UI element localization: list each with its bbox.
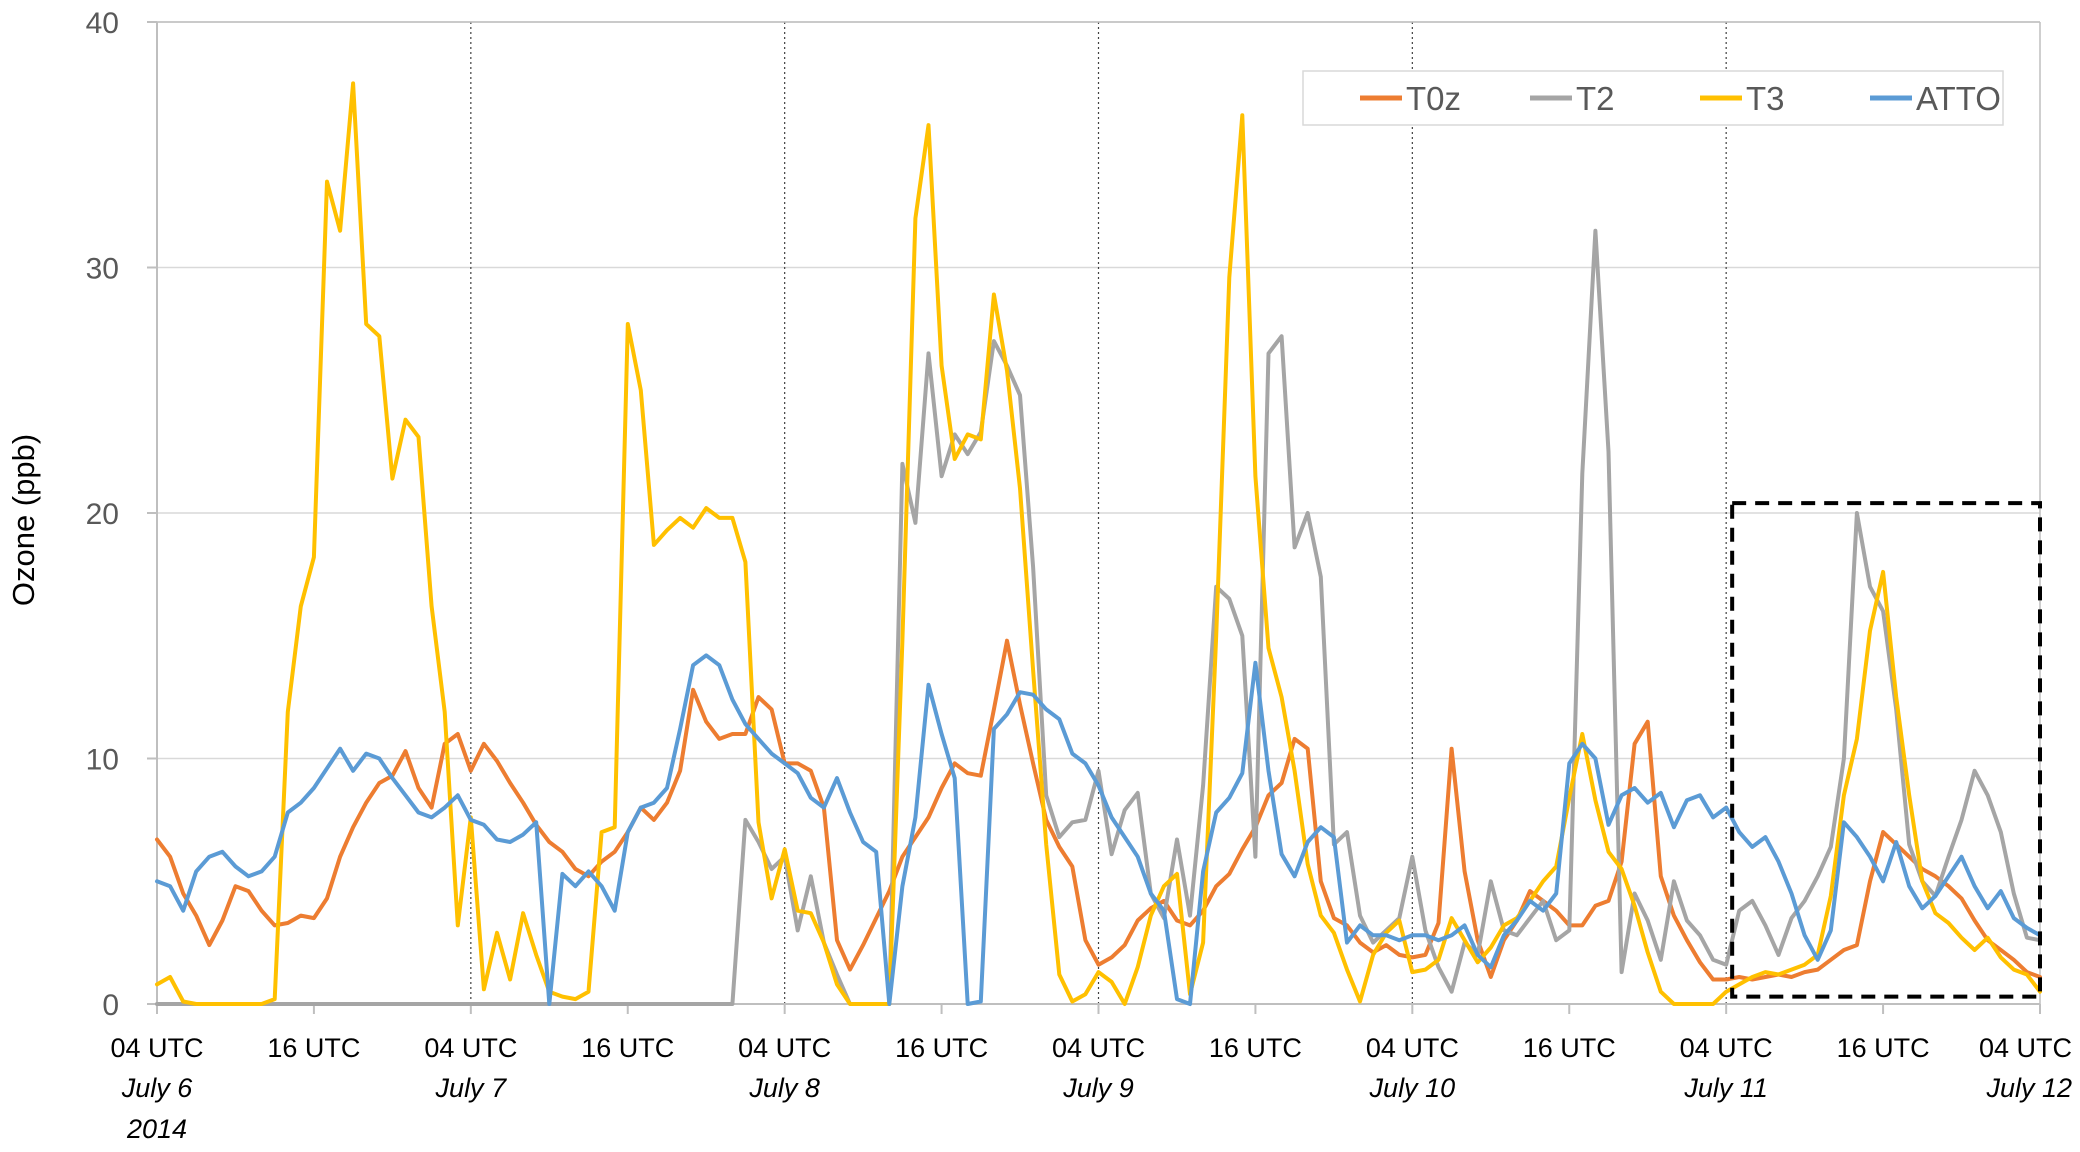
x-tick-label: 04 UTC bbox=[110, 1033, 203, 1063]
series-lines bbox=[155, 81, 2042, 1006]
x-tick-label: 16 UTC bbox=[1209, 1033, 1302, 1063]
legend: T0z T2 T3 ATTO bbox=[1302, 70, 2004, 126]
x-tick-label: 16 UTC bbox=[895, 1033, 988, 1063]
legend-label-atto: ATTO bbox=[1916, 80, 2001, 117]
y-tick-label-20: 20 bbox=[86, 498, 119, 531]
x-tick-label: 04 UTC bbox=[1979, 1033, 2072, 1063]
x-date-label: July 6 bbox=[121, 1073, 194, 1103]
series-line-atto bbox=[155, 653, 2042, 1006]
x-date-label: July 8 bbox=[748, 1073, 820, 1103]
x-tick-labels: 04 UTC July 6 2014 16 UTC 04 UTC July 7 16 UTC… bbox=[110, 1033, 2072, 1144]
x-tick-label: 16 UTC bbox=[1523, 1033, 1616, 1063]
legend-label-t2: T2 bbox=[1576, 80, 1615, 117]
x-tick-label: 04 UTC bbox=[424, 1033, 517, 1063]
y-axis-label: Ozone (ppb) bbox=[6, 434, 41, 606]
x-date-label: July 9 bbox=[1062, 1073, 1134, 1103]
day-dividers bbox=[470, 22, 1727, 1004]
series-line-t3 bbox=[155, 81, 2042, 1006]
y-tick-labels: 0 10 20 30 40 bbox=[86, 7, 119, 1022]
axes bbox=[147, 21, 2041, 1014]
x-tick-label: 04 UTC bbox=[1366, 1033, 1459, 1063]
y-tick-label-0: 0 bbox=[102, 989, 119, 1022]
legend-label-t0z: T0z bbox=[1406, 80, 1461, 117]
legend-box bbox=[1302, 70, 2004, 126]
y-tick-label-30: 30 bbox=[86, 253, 119, 286]
x-tick-label: 16 UTC bbox=[267, 1033, 360, 1063]
series-line-t0z bbox=[155, 638, 2042, 982]
x-date-label: July 7 bbox=[435, 1073, 508, 1103]
x-date-label: July 10 bbox=[1369, 1073, 1456, 1103]
legend-label-t3: T3 bbox=[1746, 80, 1785, 117]
x-tick-label: 16 UTC bbox=[1837, 1033, 1930, 1063]
x-tick-label: 04 UTC bbox=[1052, 1033, 1145, 1063]
x-date-label: July 11 bbox=[1683, 1073, 1768, 1103]
x-tick-label: 04 UTC bbox=[1680, 1033, 1773, 1063]
y-tick-label-40: 40 bbox=[86, 7, 119, 40]
x-tick-label: 04 UTC bbox=[738, 1033, 831, 1063]
x-tick-label: 16 UTC bbox=[581, 1033, 674, 1063]
highlight-box-rect bbox=[1730, 501, 2042, 999]
x-year-label: 2014 bbox=[126, 1114, 187, 1144]
x-date-label: July 12 bbox=[1985, 1073, 2072, 1103]
highlight-box bbox=[1730, 501, 2042, 999]
y-tick-label-10: 10 bbox=[86, 744, 119, 777]
